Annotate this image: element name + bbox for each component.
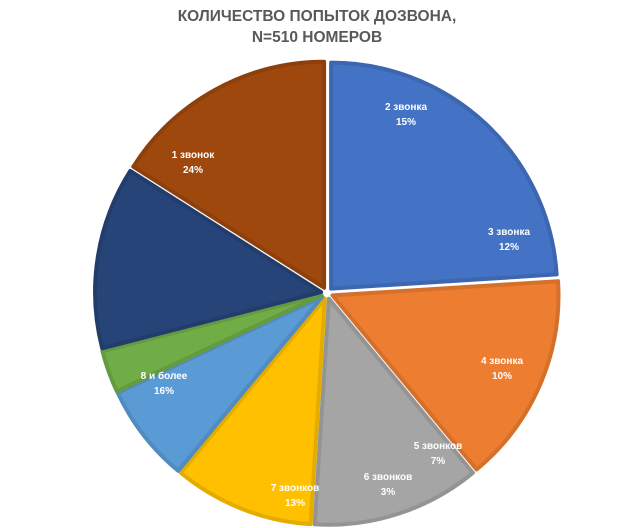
slice-category-label: 5 звонков <box>414 441 463 452</box>
chart-title: КОЛИЧЕСТВО ПОПЫТОК ДОЗВОНА, N=510 НОМЕРО… <box>0 6 634 48</box>
pie-slice-6 <box>100 293 324 394</box>
slice-label-6: 6 звонков 3% <box>364 472 413 498</box>
slice-label-8: 8 и более 16% <box>141 370 188 397</box>
slice-percent-label: 13% <box>285 498 305 509</box>
pie-slice-2 <box>330 279 561 472</box>
slice-category-label: 6 звонков <box>364 472 413 483</box>
slice-label-5: 5 звонков 7% <box>414 441 463 467</box>
pie-labels: 1 звонок 24% 2 звонка 15% 3 звонка 12% 4 звонк… <box>141 102 531 509</box>
slice-label-4: 4 звонка 10% <box>481 356 523 382</box>
slice-percent-label: 24% <box>183 165 203 176</box>
pie-slice-7 <box>93 168 324 351</box>
slice-label-1: 1 звонок 24% <box>172 150 216 176</box>
pie-slice-3 <box>312 296 475 527</box>
pie-slice-8 <box>131 59 327 290</box>
pie-slices <box>93 59 561 527</box>
chart-title-line-1: КОЛИЧЕСТВО ПОПЫТОК ДОЗВОНА, <box>177 8 457 25</box>
slice-category-label: 2 звонка <box>385 102 427 113</box>
slice-category-label: 8 и более <box>141 370 188 382</box>
slice-percent-label: 3% <box>381 487 396 498</box>
slice-percent-label: 7% <box>431 456 446 467</box>
slice-category-label: 1 звонок <box>172 150 216 161</box>
slice-percent-label: 10% <box>492 371 512 382</box>
pie-slice-1 <box>329 60 559 291</box>
slice-label-3: 3 звонка 12% <box>488 227 530 253</box>
slice-percent-label: 16% <box>154 386 174 397</box>
slice-percent-label: 12% <box>499 242 519 253</box>
slice-category-label: 7 звонков <box>271 483 320 494</box>
slice-category-label: 4 звонка <box>481 356 523 367</box>
slice-category-label: 3 звонка <box>488 227 530 238</box>
pie-slice-4 <box>178 296 327 527</box>
chart-title-line-2: N=510 НОМЕРОВ <box>251 29 383 46</box>
slice-label-2: 2 звонка 15% <box>385 102 427 128</box>
slice-label-7: 7 звонков 13% <box>271 483 320 509</box>
slice-percent-label: 15% <box>396 117 416 128</box>
